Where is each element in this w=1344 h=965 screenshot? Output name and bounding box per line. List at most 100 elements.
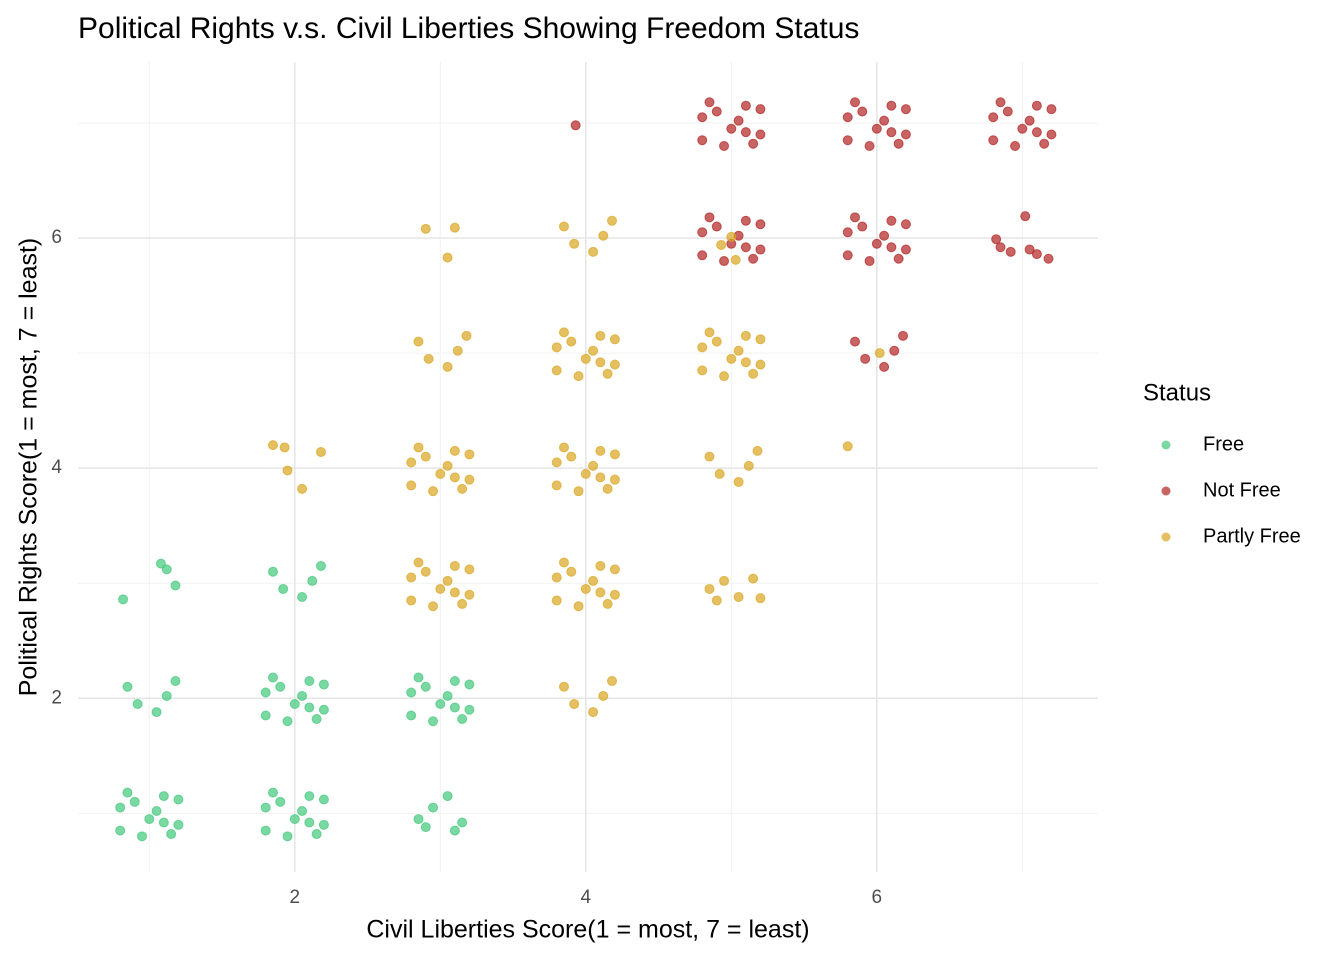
point — [315, 560, 326, 571]
point — [118, 594, 129, 605]
point — [1039, 138, 1050, 149]
point — [716, 239, 727, 250]
point — [289, 814, 300, 825]
point — [260, 687, 271, 698]
point — [420, 681, 431, 692]
point — [1031, 127, 1042, 138]
point — [297, 806, 308, 817]
point — [420, 566, 431, 577]
point — [711, 336, 722, 347]
legend-marker — [1161, 532, 1171, 542]
point — [748, 573, 759, 584]
point — [315, 447, 326, 458]
point — [573, 486, 584, 497]
point — [566, 566, 577, 577]
point — [282, 716, 293, 727]
point — [609, 589, 620, 600]
point — [457, 483, 468, 494]
point — [719, 256, 730, 267]
y-tick-label: 4 — [51, 457, 62, 478]
point — [318, 704, 329, 715]
point — [442, 791, 453, 802]
point — [898, 330, 909, 341]
point — [275, 796, 286, 807]
point — [137, 831, 148, 842]
point — [733, 345, 744, 356]
point — [267, 672, 278, 683]
point — [740, 357, 751, 368]
point — [558, 327, 569, 338]
point — [580, 353, 591, 364]
point — [850, 336, 861, 347]
point — [874, 348, 885, 359]
point — [267, 440, 278, 451]
point — [464, 564, 475, 575]
point — [551, 457, 562, 468]
point — [714, 468, 725, 479]
point — [1005, 246, 1016, 257]
point — [170, 676, 181, 687]
point — [886, 127, 897, 138]
point — [158, 791, 169, 802]
point — [857, 221, 868, 232]
point — [551, 572, 562, 583]
x-tick-label: 4 — [581, 887, 592, 908]
point — [457, 598, 468, 609]
point — [711, 221, 722, 232]
point — [155, 558, 166, 569]
point — [442, 361, 453, 372]
point — [602, 368, 613, 379]
point — [995, 97, 1006, 108]
point — [297, 483, 308, 494]
point — [558, 442, 569, 453]
y-tick-label: 2 — [51, 687, 62, 708]
point — [755, 129, 766, 140]
point — [260, 802, 271, 813]
point — [166, 829, 177, 840]
point — [1046, 104, 1057, 115]
point — [733, 476, 744, 487]
point — [580, 583, 591, 594]
point — [886, 242, 897, 253]
point — [464, 589, 475, 600]
point — [1043, 253, 1054, 264]
point — [1024, 244, 1035, 255]
y-tick-label: 6 — [51, 227, 62, 248]
point — [748, 253, 759, 264]
point — [704, 451, 715, 462]
point — [423, 353, 434, 364]
point — [551, 595, 562, 606]
point — [588, 707, 599, 718]
point — [173, 794, 184, 805]
point — [598, 230, 609, 241]
point — [1020, 211, 1031, 222]
point — [893, 253, 904, 264]
point — [304, 817, 315, 828]
point — [900, 104, 911, 115]
point — [609, 449, 620, 460]
x-tick-label: 2 — [290, 887, 301, 908]
point — [1031, 100, 1042, 111]
point — [413, 336, 424, 347]
point — [132, 699, 143, 710]
point — [558, 557, 569, 568]
point — [1031, 249, 1042, 260]
point — [435, 583, 446, 594]
point — [569, 699, 580, 710]
point — [464, 449, 475, 460]
point — [170, 580, 181, 591]
point — [307, 575, 318, 586]
point — [420, 223, 431, 234]
point — [697, 365, 708, 376]
point — [697, 135, 708, 146]
point — [726, 231, 737, 242]
point — [607, 676, 618, 687]
point — [449, 445, 460, 456]
point — [704, 583, 715, 594]
point — [413, 814, 424, 825]
point — [842, 227, 853, 238]
point — [595, 560, 606, 571]
point — [588, 575, 599, 586]
point — [461, 330, 472, 341]
point — [413, 672, 424, 683]
